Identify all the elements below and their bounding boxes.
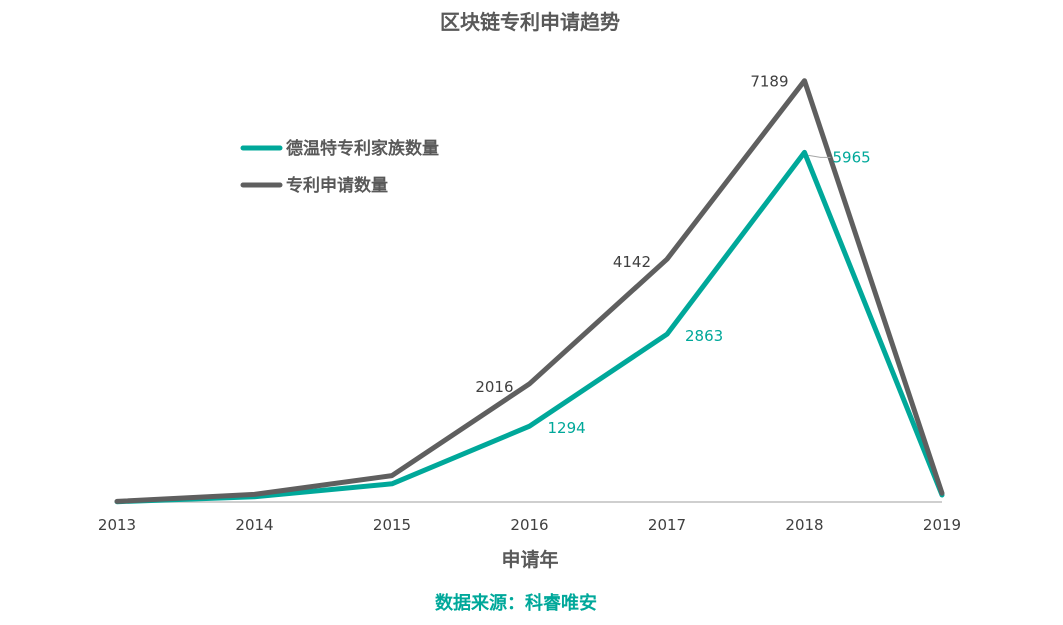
x-tick-label: 2016	[510, 516, 548, 534]
legend-label: 专利申请数量	[286, 175, 388, 196]
x-tick-labels: 2013 2014 2015 2016 2017 2018 2019	[98, 516, 961, 534]
x-axis-title: 申请年	[501, 548, 558, 571]
series-lines	[114, 78, 945, 505]
data-label: 7189	[750, 73, 788, 91]
x-tick-label: 2018	[785, 516, 823, 534]
x-tick-label: 2017	[648, 516, 686, 534]
data-labels: 1294 2863 5965 2016 4142 7189	[475, 73, 870, 437]
x-tick-label: 2019	[923, 516, 961, 534]
x-tick-label: 2013	[98, 516, 136, 534]
series-line	[114, 149, 945, 505]
data-label: 5965	[833, 148, 871, 166]
data-label: 1294	[548, 419, 586, 437]
chart-title: 区块链专利申请趋势	[440, 10, 620, 34]
x-tick-label: 2015	[373, 516, 411, 534]
data-label: 4142	[613, 253, 651, 271]
data-label: 2016	[475, 378, 513, 396]
x-tick-label: 2014	[235, 516, 273, 534]
series-line	[114, 78, 945, 504]
data-label: 2863	[685, 327, 723, 345]
source-note: 数据来源：科睿唯安	[435, 592, 597, 614]
legend-label: 德温特专利家族数量	[286, 138, 439, 159]
leader-line	[808, 154, 831, 158]
